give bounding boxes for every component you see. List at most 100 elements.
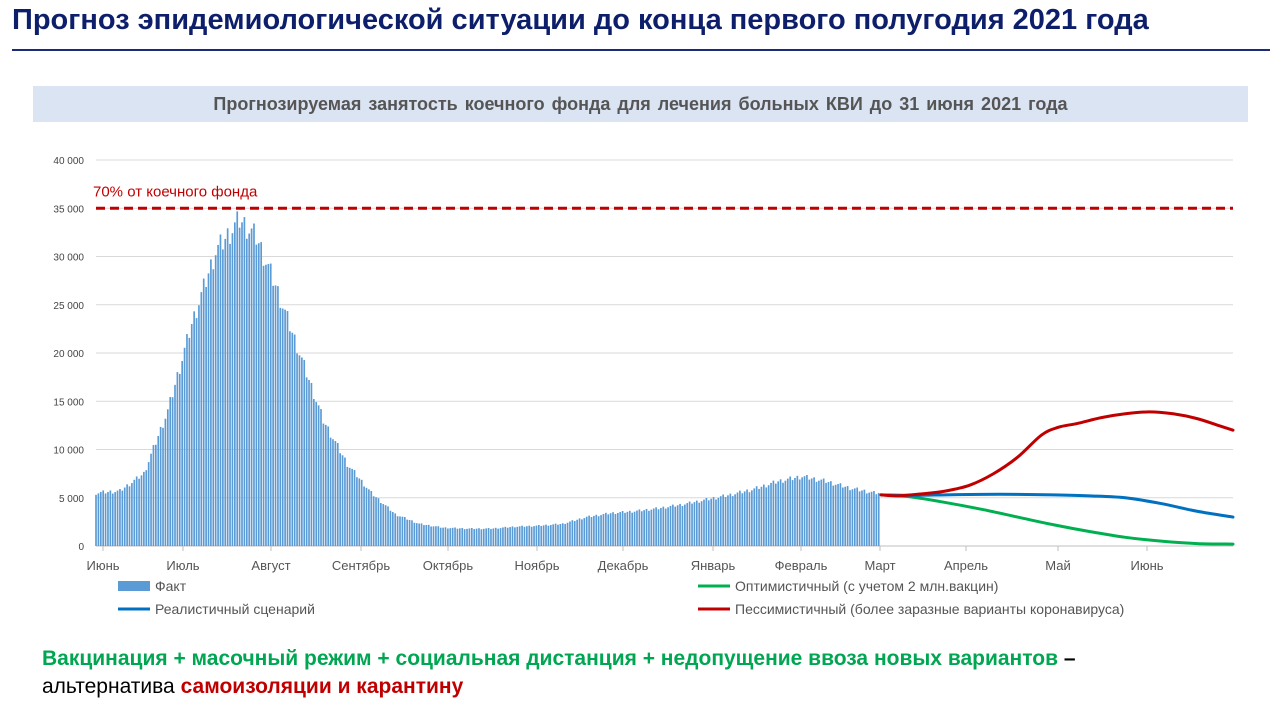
fact-bar: [585, 516, 588, 546]
fact-bar: [490, 529, 492, 546]
legend-label-realistic: Реалистичный сценарий: [155, 601, 315, 617]
fact-bar: [863, 489, 866, 546]
fact-bar: [183, 347, 186, 546]
fact-bar: [265, 264, 267, 546]
fact-bar: [356, 477, 358, 546]
x-tick-label: Июль: [166, 558, 199, 573]
fact-bar: [643, 510, 645, 546]
fact-bar: [650, 509, 653, 546]
fact-bar: [157, 435, 160, 546]
fact-bar: [839, 483, 842, 546]
fact-bar: [95, 494, 97, 546]
fact-bar: [411, 520, 413, 546]
fact-bar: [305, 377, 308, 546]
fact-bar: [535, 525, 538, 546]
x-tick-label: Январь: [691, 558, 736, 573]
fact-bar: [614, 513, 617, 546]
fact-bar: [509, 527, 511, 546]
fact-bar: [583, 518, 586, 546]
fact-bar: [593, 515, 595, 546]
fact-bar: [217, 244, 219, 546]
fact-bar: [459, 528, 461, 546]
fact-bar: [533, 526, 535, 546]
fact-bar: [676, 505, 679, 546]
fact-bar: [351, 468, 353, 546]
fact-bar: [600, 515, 602, 546]
fact-bar: [815, 481, 818, 546]
fact-bar: [578, 518, 581, 546]
fact-bar: [391, 512, 394, 546]
fact-bar: [485, 528, 488, 546]
fact-bar: [765, 487, 768, 546]
fact-bar: [770, 482, 772, 546]
fact-bar: [277, 286, 279, 546]
fact-bar: [777, 481, 780, 546]
fact-bar: [222, 249, 224, 546]
fact-bar: [102, 490, 105, 546]
fact-bar: [774, 483, 777, 546]
fact-bar: [384, 505, 387, 546]
x-tick-label: Август: [251, 558, 290, 573]
fact-bar: [202, 278, 205, 546]
y-tick-label: 5 000: [59, 494, 84, 505]
fact-bar: [116, 490, 119, 546]
fact-bar: [674, 506, 677, 546]
fact-bar: [719, 496, 722, 546]
fact-bar: [174, 384, 176, 546]
fact-bar: [171, 397, 174, 546]
fact-bar: [97, 493, 100, 546]
fact-bar: [743, 491, 746, 546]
fact-bar: [423, 525, 425, 546]
fact-bar: [461, 528, 464, 546]
fact-bar: [810, 478, 813, 546]
fact-bar: [143, 471, 145, 546]
fact-bar: [712, 497, 715, 546]
fact-bar: [341, 455, 344, 546]
fact-bar: [243, 217, 246, 546]
fact-bar: [403, 517, 406, 546]
footer-dash: –: [1057, 647, 1076, 670]
fact-bar: [564, 523, 566, 546]
fact-bar: [178, 373, 181, 546]
fact-bar: [363, 486, 365, 546]
fact-bar: [597, 516, 600, 546]
fact-bar: [138, 478, 140, 546]
fact-bar: [526, 526, 528, 546]
title-divider: [12, 49, 1270, 51]
fact-bar: [296, 353, 298, 546]
fact-bar: [571, 520, 574, 546]
fact-bar: [779, 479, 782, 546]
fact-bar: [107, 491, 109, 546]
fact-bar: [368, 489, 370, 546]
fact-bar: [233, 222, 236, 546]
fact-bar: [724, 497, 727, 546]
fact-bar: [518, 526, 521, 546]
fact-bar: [358, 478, 361, 546]
fact-bar: [387, 506, 389, 546]
footer-alternative: альтернатива: [42, 675, 181, 698]
fact-bar: [99, 491, 102, 546]
x-tick-label: Декабрь: [598, 558, 649, 573]
fact-bar: [226, 228, 229, 546]
fact-bar: [672, 504, 674, 546]
fact-bar: [473, 529, 476, 546]
y-tick-label: 25 000: [53, 301, 84, 312]
fact-bar: [605, 512, 607, 546]
fact-bar: [480, 529, 483, 546]
scenario-lines: [879, 410, 1235, 546]
fact-bar: [492, 528, 495, 546]
fact-bar: [336, 443, 339, 546]
fact-bar: [224, 238, 227, 546]
fact-bar: [214, 255, 217, 546]
fact-bar: [123, 487, 126, 546]
fact-bar: [782, 482, 784, 546]
fact-bar: [767, 485, 770, 546]
fact-bar: [707, 500, 710, 546]
fact-bar: [322, 423, 325, 546]
x-tick-label: Сентябрь: [332, 558, 390, 573]
fact-bar: [454, 527, 456, 546]
fact-bar: [119, 489, 121, 546]
fact-bar: [207, 273, 210, 546]
fact-bar: [303, 360, 306, 546]
fact-bar: [803, 476, 806, 546]
